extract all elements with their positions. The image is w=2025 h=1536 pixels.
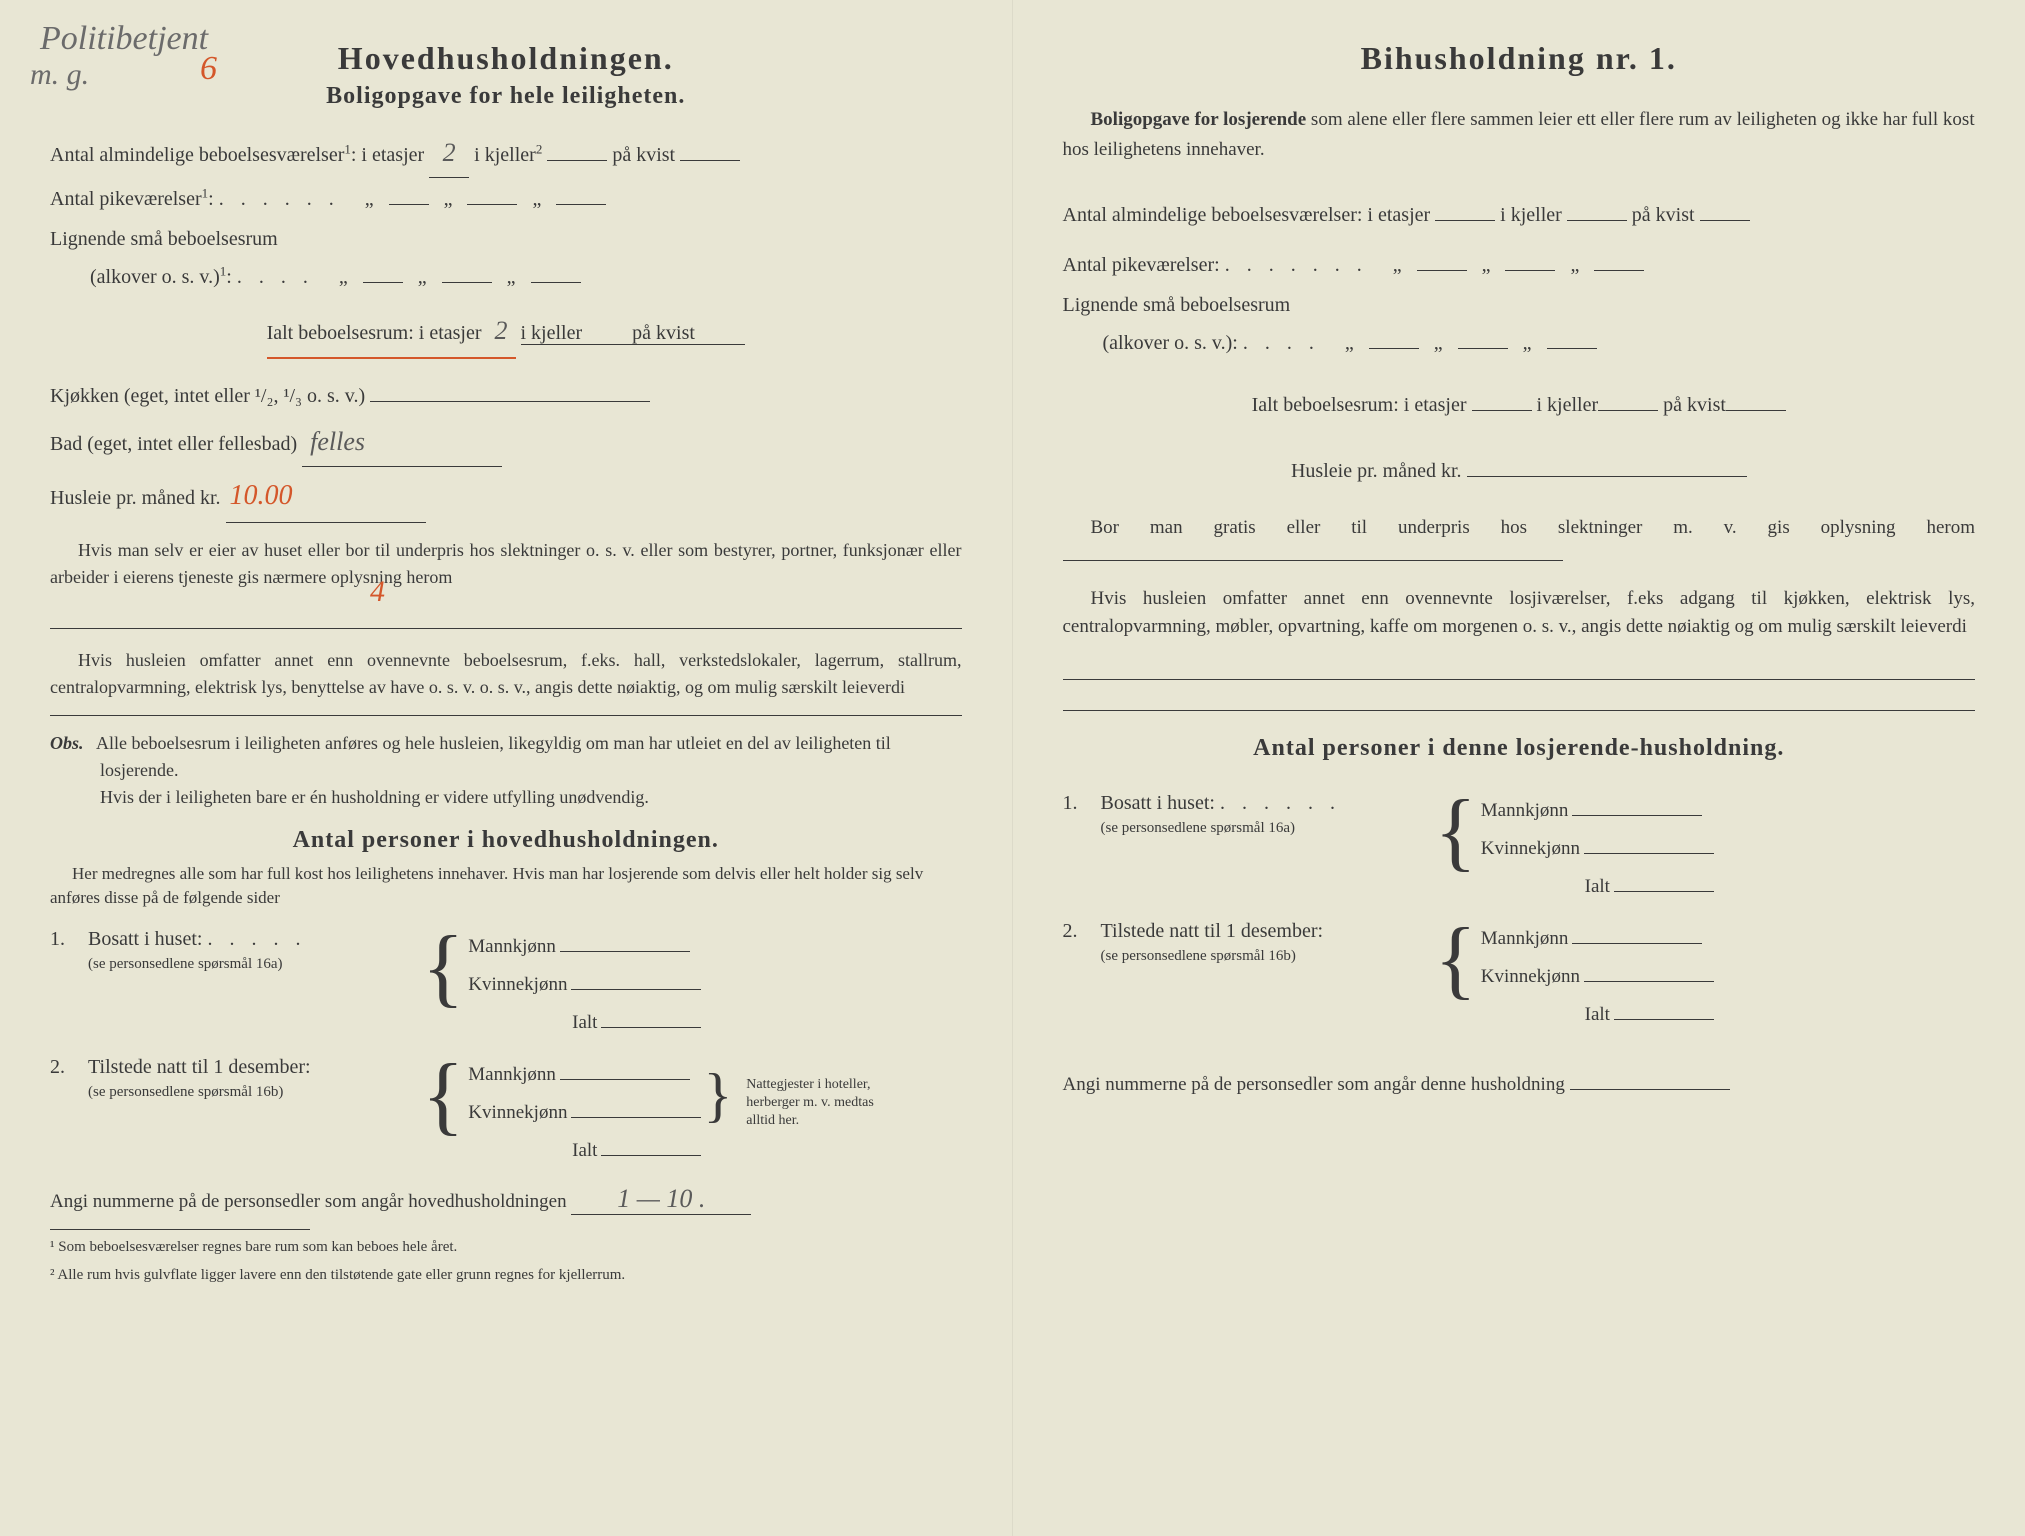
brace-icon: { [422, 928, 464, 1007]
handwritten-red-4: 4 [370, 575, 385, 609]
footnote-1: ¹ Som beboelsesværelser regnes bare rum … [50, 1236, 962, 1259]
line-pike: Antal pikeværelser1: . . . . . . „ „ „ [50, 180, 962, 218]
r-line-ialt: Ialt beboelsesrum: i etasjer i kjeller p… [1063, 386, 1976, 424]
handwritten-note-top: Politibetjent [40, 20, 208, 58]
nummerne-value[interactable]: 1 — 10 . [571, 1184, 751, 1215]
para-husleie-omfatter: Hvis husleien omfatter annet enn ovennev… [50, 647, 962, 701]
r-line-husleie: Husleie pr. måned kr. [1063, 452, 1976, 490]
bad-value[interactable]: felles [302, 417, 502, 467]
line-lignende: Lignende små beboelsesrum (alkover o. s.… [50, 220, 962, 296]
r-line-pike: Antal pikeværelser: . . . . . . . „ „ „ [1063, 246, 1976, 284]
r-divider [1063, 710, 1976, 711]
r-person-row-1: 1. Bosatt i huset: . . . . . . (se perso… [1063, 792, 1976, 906]
section-sub: Her medregnes alle som har full kost hos… [50, 862, 962, 910]
husleie-value[interactable]: 10.00 [226, 469, 426, 523]
person-row-1: 1. Bosatt i huset: . . . . . (se persons… [50, 928, 962, 1042]
line-kjokken: Kjøkken (eget, intet eller ¹/₂, ¹/₃ o. s… [50, 377, 962, 415]
subtitle: Boligopgave for hele leiligheten. [50, 83, 962, 110]
person-row-2: 2. Tilstede natt til 1 desember: (se per… [50, 1056, 962, 1170]
r-para-gratis: Bor man gratis eller til underpris hos s… [1063, 514, 1976, 571]
brace-icon: { [1435, 792, 1477, 871]
r-para-omfatter: Hvis husleien omfatter annet enn ovennev… [1063, 585, 1976, 642]
line-ialt: Ialt beboelsesrum: i etasjer 2 i kjeller… [50, 306, 962, 358]
r-bottom-nummerne: Angi nummerne på de personsedler som ang… [1063, 1074, 1976, 1096]
line-antal-beboelse: Antal almindelige beboelsesværelser1: i … [50, 128, 962, 178]
intro-para: Boligopgave for losjerende som alene ell… [1063, 105, 1976, 166]
r-section-title: Antal personer i denne losjerende-hushol… [1063, 735, 1976, 762]
brace-icon: { [1435, 920, 1477, 999]
side-note: Nattegjester i hoteller, herberger m. v.… [746, 1076, 896, 1131]
obs-block: Obs. Alle beboelsesrum i leiligheten anf… [50, 730, 962, 811]
section-title-personer: Antal personer i hovedhusholdningen. [50, 827, 962, 854]
etasjer-value[interactable]: 2 [429, 128, 469, 178]
r-person-row-2: 2. Tilstede natt til 1 desember: (se per… [1063, 920, 1976, 1034]
footnote-2: ² Alle rum hvis gulvflate ligger lavere … [50, 1264, 962, 1287]
ialt-etasjer-value[interactable]: 2 [487, 316, 516, 345]
right-title: Bihusholdning nr. 1. [1063, 40, 1976, 77]
bottom-nummerne: Angi nummerne på de personsedler som ang… [50, 1184, 962, 1215]
line-bad: Bad (eget, intet eller fellesbad) felles [50, 417, 962, 467]
handwritten-note-mg: m. g. [30, 58, 89, 92]
divider-1 [50, 715, 962, 716]
r-blank-line[interactable] [1063, 656, 1976, 680]
left-page: Politibetjent m. g. 6 Hovedhusholdningen… [0, 0, 1013, 1536]
right-page: Bihusholdning nr. 1. Boligopgave for los… [1013, 0, 2025, 1536]
line-husleie: Husleie pr. måned kr. 10.00 [50, 469, 962, 523]
r-line-antal: Antal almindelige beboelsesværelser: i e… [1063, 196, 1976, 234]
blank-line-1[interactable] [50, 605, 962, 629]
r-line-lignende: Lignende små beboelsesrum (alkover o. s.… [1063, 286, 1976, 362]
footnote-divider [50, 1229, 310, 1230]
brace-icon: { [422, 1056, 464, 1135]
handwritten-red-6: 6 [200, 50, 217, 88]
para-eier: Hvis man selv er eier av huset eller bor… [50, 537, 962, 591]
